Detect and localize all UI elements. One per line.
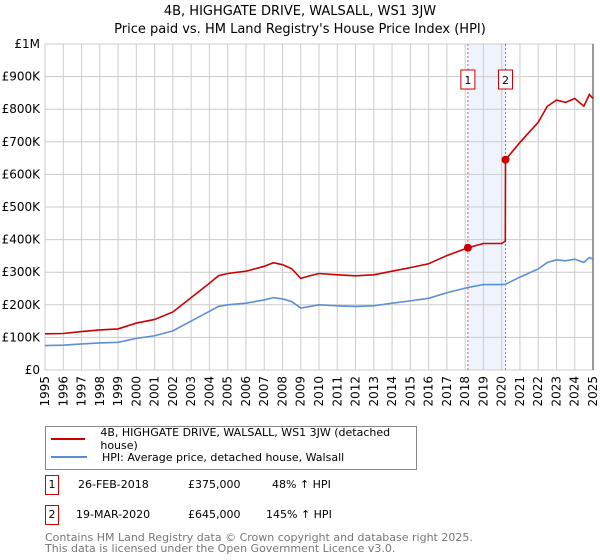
x-tick-label: 2016 [422, 376, 436, 407]
legend-label: 4B, HIGHGATE DRIVE, WALSALL, WS1 3JW (de… [100, 426, 391, 452]
x-tick-label: 2007 [257, 376, 271, 407]
chart-subtitle: Price paid vs. HM Land Registry's House … [114, 22, 486, 37]
x-tick-label: 2010 [312, 376, 326, 407]
y-tick-label: £300K [2, 265, 42, 279]
sale-price: £375,000 [188, 478, 241, 491]
sale-marker-box [498, 69, 514, 90]
legend-label: HPI: Average price, detached house, Wals… [102, 450, 345, 464]
x-tick-label: 2000 [129, 376, 143, 407]
x-tick-label: 2006 [239, 376, 253, 407]
sale-point [501, 155, 510, 164]
legend-swatch-red [51, 438, 86, 440]
x-tick-label: 1996 [56, 376, 70, 407]
x-tick-label: 2008 [275, 376, 289, 407]
x-tick-label: 2015 [403, 376, 417, 407]
x-tick-label: 1998 [93, 376, 107, 407]
series-line-hpi [44, 256, 594, 347]
sale-marker-label: 2 [502, 74, 509, 87]
x-tick-label: 2013 [367, 376, 381, 407]
footer: Contains HM Land Registry data © Crown c… [45, 532, 473, 554]
sale-price: £645,000 [188, 508, 241, 521]
x-tick-label: 2023 [549, 376, 563, 407]
x-tick-label: 2025 [586, 376, 600, 407]
legend: 4B, HIGHGATE DRIVE, WALSALL, WS1 3JW (de… [45, 426, 417, 470]
series-line-property [44, 93, 594, 335]
sale-date: 26-FEB-2018 [78, 478, 149, 491]
legend-swatch-blue [51, 456, 87, 458]
y-tick-label: £900K [2, 70, 42, 84]
x-tick-label: 2020 [495, 376, 509, 407]
x-tick-label: 2003 [184, 376, 198, 407]
sale-number: 2 [45, 505, 59, 525]
legend-item-hpi: HPI: Average price, detached house, Wals… [46, 449, 344, 465]
sale-point [463, 243, 472, 252]
x-tick-label: 2012 [349, 376, 363, 407]
sale-row-2: 2 19-MAR-2020 £645,000 145% ↑ HPI [45, 505, 445, 525]
sale-hpi-change: 145% ↑ HPI [266, 508, 332, 521]
sale-date: 19-MAR-2020 [76, 508, 151, 521]
sale-marker-box [460, 69, 476, 90]
y-tick-label: £100K [2, 330, 42, 344]
x-tick-label: 2022 [531, 376, 545, 407]
footer-line: This data is licensed under the Open Gov… [45, 542, 396, 555]
chart-title: 4B, HIGHGATE DRIVE, WALSALL, WS1 3JW [163, 4, 437, 19]
sale-number: 1 [45, 475, 59, 495]
x-tick-label: 1995 [38, 376, 52, 407]
x-tick-label: 2014 [385, 376, 399, 407]
sale-row-1: 1 26-FEB-2018 £375,000 48% ↑ HPI [45, 475, 445, 495]
x-tick-label: 2018 [458, 376, 472, 407]
x-tick-label: 2017 [440, 376, 454, 407]
sale-marker-label: 1 [464, 74, 471, 87]
sale-hpi-change: 48% ↑ HPI [272, 478, 331, 491]
y-tick-label: £400K [2, 233, 42, 247]
x-tick-label: 2009 [294, 376, 308, 407]
y-tick-label: £800K [2, 102, 42, 116]
x-tick-label: 1999 [111, 376, 125, 407]
x-tick-label: 2002 [166, 376, 180, 407]
x-tick-label: 2021 [513, 376, 527, 407]
y-tick-label: £200K [2, 298, 42, 312]
x-tick-label: 2024 [568, 376, 582, 407]
x-tick-label: 2005 [221, 376, 235, 407]
footer-line: Contains HM Land Registry data © Crown c… [45, 531, 473, 544]
y-tick-label: £1M [14, 37, 40, 51]
x-tick-label: 2001 [148, 376, 162, 407]
y-tick-label: £500K [2, 200, 42, 214]
y-tick-label: £600K [2, 167, 42, 181]
x-tick-label: 2004 [202, 376, 216, 407]
y-tick-label: £0 [25, 363, 40, 377]
legend-item-property: 4B, HIGHGATE DRIVE, WALSALL, WS1 3JW (de… [46, 426, 416, 452]
plot-area: £0 £100K £200K £300K £400K £500K £600K £700K £80… [2, 37, 600, 407]
x-tick-label: 2011 [330, 376, 344, 407]
y-tick-label: £700K [2, 135, 42, 149]
x-tick-label: 1997 [75, 376, 89, 407]
x-tick-label: 2019 [476, 376, 490, 407]
